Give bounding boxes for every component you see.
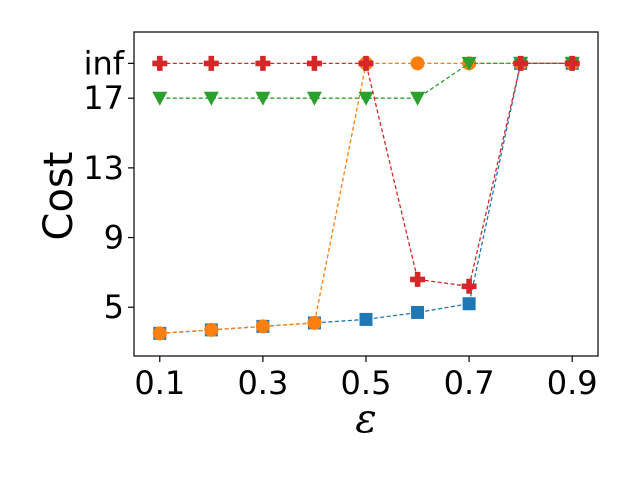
series-3-point: [358, 91, 374, 106]
y-tick-label: 5: [104, 288, 124, 326]
series-3-point: [255, 91, 271, 106]
series-3-point: [461, 56, 477, 71]
x-tick-label: 0.7: [444, 364, 495, 402]
series-3-point: [410, 91, 426, 106]
series-4-point: [203, 55, 219, 71]
x-tick-label: 0.1: [134, 364, 185, 402]
series-4-line: [159, 62, 573, 288]
y-tick-label: 9: [104, 219, 124, 257]
series-4-point: [255, 55, 271, 71]
y-tick-label: 17: [83, 79, 124, 117]
series-4-point: [513, 55, 529, 71]
x-axis-label: ε: [355, 396, 376, 442]
y-tick-label: inf: [84, 44, 125, 82]
x-tick-label: 0.5: [341, 364, 392, 402]
x-tick-label: 0.9: [547, 364, 598, 402]
series-3-point: [203, 91, 219, 106]
y-axis-label: Cost: [36, 152, 82, 241]
series-4-point: [152, 55, 168, 71]
series-4-point: [564, 55, 580, 71]
series-2-point: [152, 326, 167, 341]
series-4-point: [410, 271, 426, 287]
series-3-line: [159, 62, 573, 99]
series-4-point: [306, 55, 322, 71]
series-2-point: [204, 322, 219, 337]
plot-area: [152, 55, 580, 341]
series-4-point: [461, 278, 477, 294]
series-2-point: [307, 315, 322, 330]
series-4: [152, 55, 580, 294]
series-4-point: [358, 55, 374, 71]
y-tick-label: 13: [83, 149, 124, 187]
series-1-point: [359, 312, 373, 326]
x-tick-label: 0.3: [237, 364, 288, 402]
series-3-point: [306, 91, 322, 106]
series-1-point: [462, 297, 476, 311]
series-2-point: [410, 56, 425, 71]
axes-frame: [133, 31, 599, 357]
series-2-point: [255, 319, 270, 334]
series-3-point: [152, 91, 168, 106]
series-1-point: [411, 305, 425, 319]
